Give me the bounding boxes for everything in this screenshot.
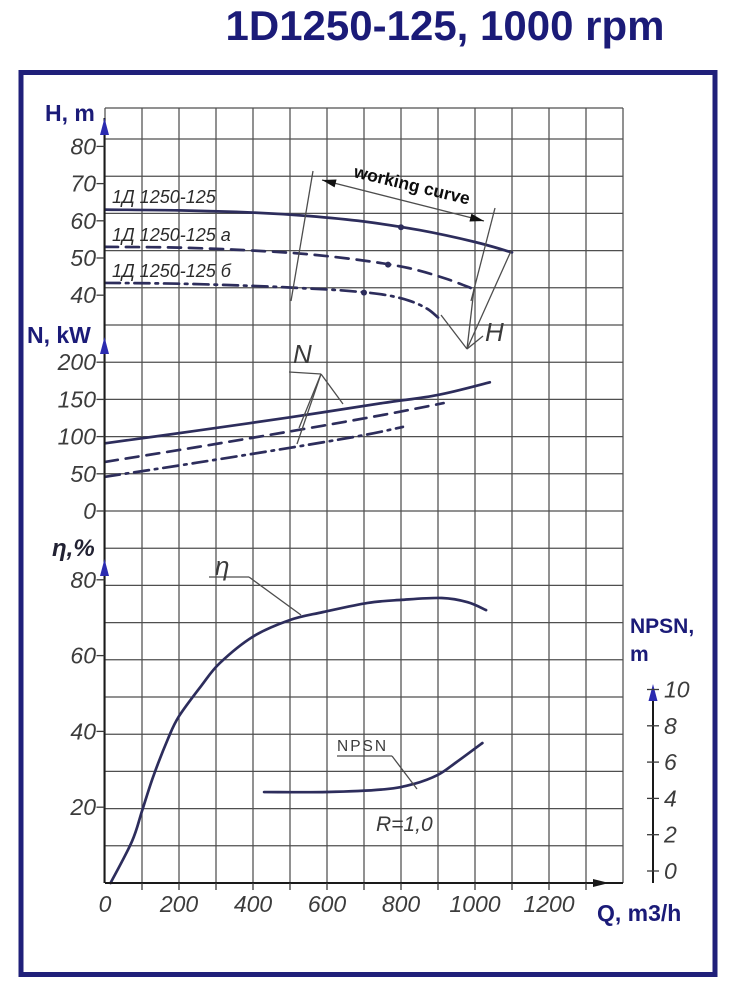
power-leader bbox=[296, 373, 322, 445]
npsn-tick-label: 2 bbox=[663, 822, 677, 848]
head-tick-label: 40 bbox=[70, 282, 96, 308]
flow-tick-label: 800 bbox=[382, 891, 421, 917]
head-tick-label: 70 bbox=[70, 171, 96, 197]
efficiency-tick-label: 80 bbox=[70, 567, 96, 593]
power-tick-label: 200 bbox=[57, 349, 97, 375]
power-axis-arrow bbox=[100, 337, 109, 354]
head-tick-label: 60 bbox=[70, 208, 96, 234]
power-leader bbox=[288, 371, 322, 375]
working-range-left-mark bbox=[290, 170, 314, 302]
npsn-tick-label: 10 bbox=[664, 677, 690, 703]
working-curve-arrow-left bbox=[322, 179, 337, 188]
head-tick-label: 80 bbox=[70, 133, 96, 159]
head-pointer-label: H bbox=[485, 317, 504, 347]
head-axis-arrow bbox=[100, 118, 109, 135]
head-leader bbox=[440, 314, 468, 350]
grid-layer bbox=[104, 107, 624, 884]
npsn-tick-label: 8 bbox=[664, 713, 677, 739]
npsn-axis-label-line1: NPSN, bbox=[630, 615, 694, 638]
flow-tick-label: 600 bbox=[308, 891, 347, 917]
flow-tick-label: 0 bbox=[99, 891, 112, 917]
power-tick-label: 150 bbox=[58, 386, 97, 412]
working-range-right-mark bbox=[470, 207, 496, 302]
impeller-note: R=1,0 bbox=[376, 813, 433, 836]
npsn-pointer-label: NPSN bbox=[337, 738, 388, 755]
power-tick-label: 0 bbox=[83, 498, 96, 524]
efficiency-curve-solid bbox=[109, 596, 488, 885]
annotation-lines-layer bbox=[209, 170, 512, 790]
npsn-leader bbox=[391, 755, 418, 790]
power-axis-label: N, kW bbox=[27, 322, 91, 348]
head-axis-label: H, m bbox=[45, 100, 95, 126]
efficiency-tick-label: 60 bbox=[70, 643, 96, 669]
curves-layer bbox=[103, 208, 514, 885]
curve-label-base: 1Д 1250-125 bbox=[112, 187, 217, 207]
power-curve-solid bbox=[103, 380, 492, 445]
head-curve-dashdot bbox=[103, 281, 440, 319]
npsn-tick-label: 4 bbox=[664, 785, 677, 811]
axes-layer bbox=[96, 118, 659, 890]
working-curve-label: working curve bbox=[351, 161, 472, 208]
npsn-axis-arrow bbox=[648, 684, 658, 701]
flow-axis-label: Q, m3/h bbox=[597, 900, 681, 926]
head-leader bbox=[466, 335, 484, 350]
power-pointer-label: N bbox=[293, 339, 312, 369]
bep-dot bbox=[361, 289, 367, 296]
bep-dot bbox=[398, 224, 404, 231]
head-leader bbox=[466, 250, 512, 350]
x-axis-arrow bbox=[593, 879, 609, 887]
head-curve-dashed bbox=[103, 245, 477, 291]
flow-tick-label: 1200 bbox=[523, 891, 574, 917]
power-leader bbox=[320, 373, 344, 405]
head-curve-solid bbox=[103, 208, 514, 254]
curve-label-trim-b: 1Д 1250-125 б bbox=[112, 261, 232, 281]
efficiency-tick-label: 40 bbox=[70, 718, 96, 744]
efficiency-pointer-label: η bbox=[215, 551, 229, 581]
curve-label-trim-a: 1Д 1250-125 а bbox=[112, 225, 231, 245]
efficiency-axis-arrow bbox=[100, 559, 109, 576]
npsn-tick-label: 6 bbox=[664, 749, 677, 775]
power-curve-dashdot bbox=[103, 425, 405, 479]
npsn-axis-label-line2: m bbox=[630, 643, 649, 666]
bep-dot bbox=[385, 261, 392, 268]
head-leader bbox=[466, 288, 475, 350]
flow-tick-label: 200 bbox=[159, 891, 199, 917]
efficiency-tick-label: 20 bbox=[69, 794, 96, 820]
chart-title: 1D1250-125, 1000 rpm bbox=[225, 2, 665, 49]
npsn-tick-label: 0 bbox=[664, 858, 677, 884]
power-tick-label: 100 bbox=[58, 424, 97, 450]
efficiency-leader bbox=[248, 576, 302, 616]
efficiency-axis-label: η,% bbox=[52, 535, 95, 562]
power-tick-label: 50 bbox=[70, 461, 96, 487]
power-curve-dashed bbox=[103, 401, 445, 464]
text-labels-layer: H, m N, kW η,% NPSN, m Q, m3/h 1Д 1250-1… bbox=[27, 100, 694, 926]
working-curve-arrow-right bbox=[469, 213, 484, 222]
working-curve-dimension-line bbox=[321, 179, 485, 222]
flow-tick-label: 1000 bbox=[449, 891, 500, 917]
head-tick-label: 50 bbox=[70, 245, 96, 271]
flow-tick-label: 400 bbox=[234, 891, 273, 917]
chart-border bbox=[18, 70, 718, 977]
